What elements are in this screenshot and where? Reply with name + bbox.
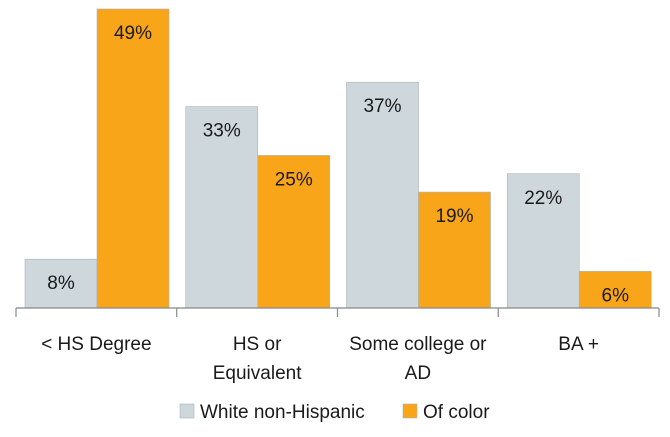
bar-white-non-hispanic-2	[346, 81, 419, 309]
bar-of-color-2	[418, 191, 491, 309]
category-label: AD	[405, 363, 431, 384]
bar-white-non-hispanic-1	[185, 106, 259, 309]
bar-of-color-1	[257, 155, 331, 309]
legend-swatch	[402, 403, 418, 419]
data-label: 37%	[363, 96, 401, 117]
data-label: 49%	[114, 23, 152, 44]
data-label: 25%	[275, 169, 313, 190]
data-label: 8%	[47, 273, 75, 294]
bar-of-color-0	[96, 8, 170, 309]
data-label: 19%	[435, 206, 473, 227]
category-label: Equivalent	[213, 363, 302, 384]
bar-white-non-hispanic-0	[24, 258, 98, 309]
category-label: BA +	[558, 334, 599, 355]
data-label: 22%	[524, 188, 562, 209]
category-label: < HS Degree	[41, 334, 151, 355]
legend-label: White non-Hispanic	[200, 402, 365, 423]
legend-label: Of color	[423, 402, 490, 423]
legend-swatch	[179, 403, 195, 419]
data-label: 33%	[203, 121, 241, 142]
category-label: Some college or	[349, 334, 487, 355]
data-label: 6%	[602, 285, 630, 306]
bar-white-non-hispanic-3	[506, 173, 580, 309]
category-label: HS or	[233, 334, 282, 355]
